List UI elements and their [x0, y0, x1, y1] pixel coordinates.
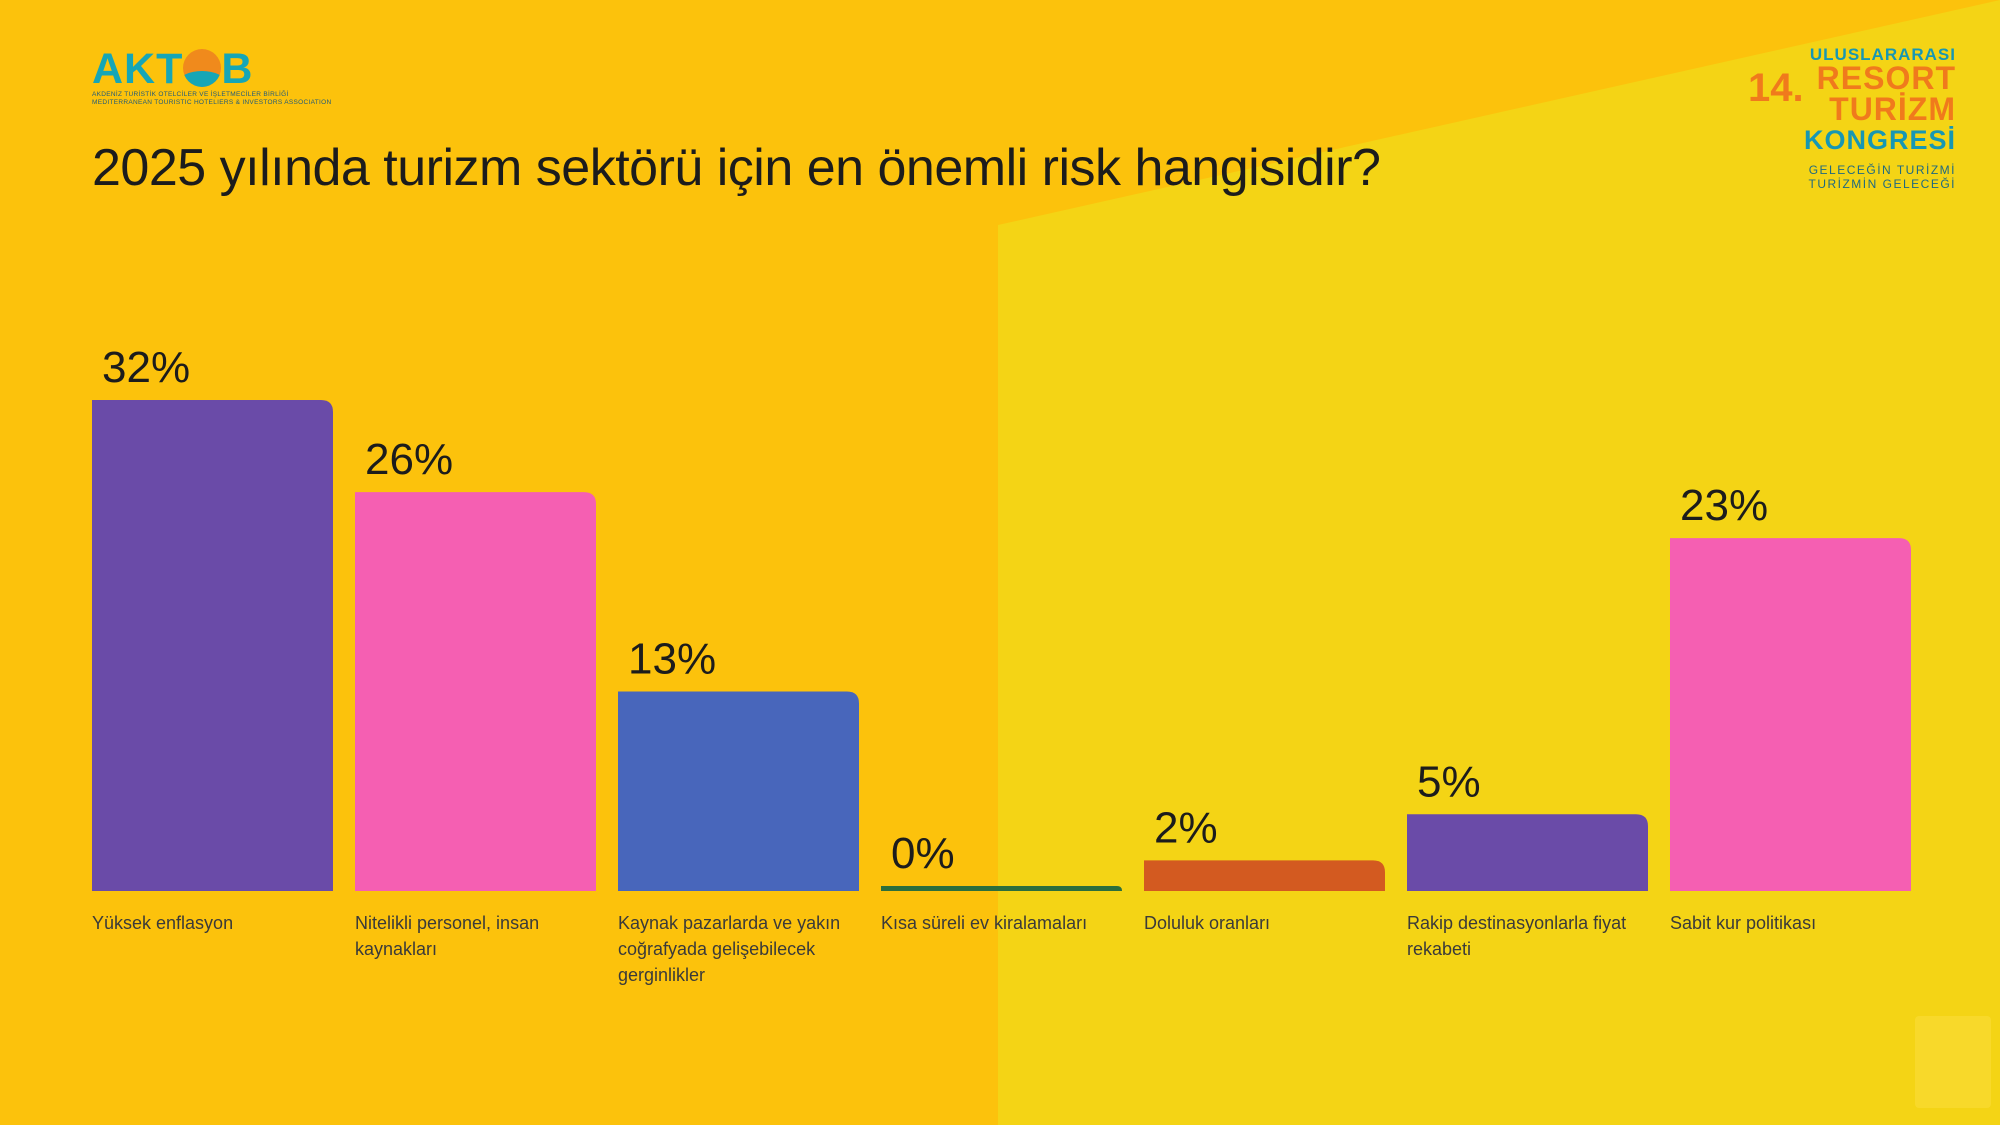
category-label-6: Sabit kur politikası: [1670, 913, 1816, 933]
bar-3: [881, 886, 1122, 891]
bar-1: [355, 492, 596, 891]
category-label-0: Yüksek enflasyon: [92, 913, 233, 933]
value-label-5: 5%: [1417, 757, 1481, 806]
corner-box: [1915, 1016, 1991, 1108]
congress-logo-number: 14.: [1748, 66, 1804, 110]
bar-2: [618, 691, 859, 891]
congress-logo-line1: ULUSLARARASI: [1809, 45, 1956, 64]
congress-logo: ULUSLARARASI 14. RESORT TURİZM KONGRESİ …: [1746, 46, 1956, 191]
category-label-3: Kısa süreli ev kiralamaları: [881, 913, 1087, 933]
congress-logo-tagline2: TURİZMİN GELECEĞİ: [1808, 177, 1956, 191]
value-label-3: 0%: [891, 829, 955, 878]
category-label-4: Doluluk oranları: [1144, 913, 1270, 933]
congress-logo-line3: TURİZM: [1829, 91, 1956, 127]
page-title: 2025 yılında turizm sektörü için en önem…: [92, 139, 1381, 197]
bar-4: [1144, 860, 1385, 891]
value-label-2: 13%: [628, 635, 716, 684]
sun-wave-icon: [183, 49, 222, 87]
category-label-2: Kaynak pazarlarda ve yakın coğrafyada gel…: [618, 913, 840, 985]
aktob-logo: AKT B AKDENİZ TURİSTİK OTELCİLER VE İŞLET…: [92, 45, 332, 108]
bar-0: [92, 400, 333, 891]
value-label-1: 26%: [365, 435, 453, 484]
bar-5: [1407, 814, 1648, 891]
category-label-5: Rakip destinasyonlarla fiyat rekabeti: [1407, 913, 1626, 959]
congress-logo-line2: RESORT: [1816, 60, 1956, 96]
bar-6: [1670, 538, 1911, 891]
aktob-logo-word: AKT B: [92, 45, 254, 93]
category-label-1: Nitelikli personel, insan kaynakları: [355, 913, 539, 959]
aktob-logo-subtitle-en: MEDITERRANEAN TOURISTIC HOTELIERS & INVE…: [92, 99, 332, 106]
value-label-6: 23%: [1680, 481, 1768, 530]
value-label-0: 32%: [102, 343, 190, 392]
congress-logo-line4: KONGRESİ: [1803, 125, 1956, 155]
aktob-logo-subtitle-tr: AKDENİZ TURİSTİK OTELCİLER VE İŞLETMECİL…: [92, 91, 289, 98]
congress-logo-tagline1: GELECEĞİN TURİZMİ: [1808, 163, 1956, 177]
value-label-4: 2%: [1154, 803, 1218, 852]
